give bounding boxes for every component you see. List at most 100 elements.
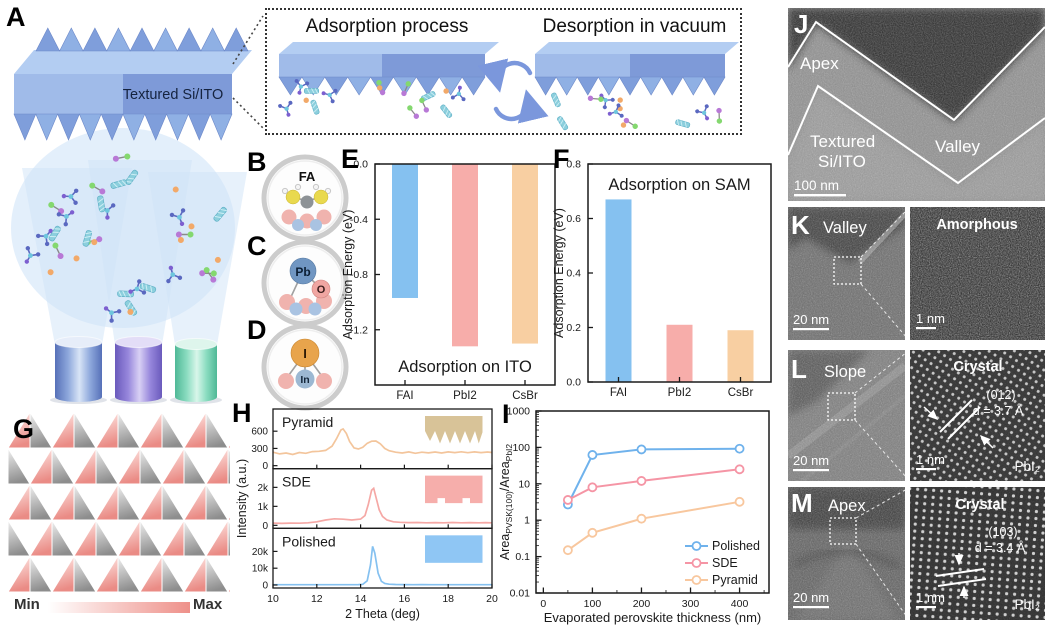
tem-k-scale-bar xyxy=(793,328,829,331)
svg-text:AreaPVSK(100)/AreaPbI2: AreaPVSK(100)/AreaPbI2 xyxy=(498,444,514,561)
svg-text:-1.2: -1.2 xyxy=(350,324,368,336)
tem-k-zoom-label: Amorphous xyxy=(936,217,1017,233)
svg-text:1: 1 xyxy=(524,515,530,527)
panel-label-m: M xyxy=(791,488,813,518)
tem-j-substrate-label-2: Si/ITO xyxy=(818,152,866,171)
svg-text:-0.4: -0.4 xyxy=(350,214,368,226)
tem-l-plane-label: (012) xyxy=(986,388,1015,402)
panel-a-illustration: Textured Si/ITO xyxy=(11,15,264,404)
svg-text:16: 16 xyxy=(399,593,411,605)
svg-text:SDE: SDE xyxy=(712,556,738,570)
tem-m-zoom-label: Crystal xyxy=(955,497,1004,513)
tem-k-zoom-scale-bar xyxy=(916,327,936,330)
chart-area-ratio: 1000 100 10 1 0.1 0.01 0 100 200 300 400 Polished SD… xyxy=(495,400,805,629)
tem-m-scale-bar xyxy=(793,606,829,609)
panel-label-f: F xyxy=(553,144,570,174)
inset-title-desorption: Desorption in vacuum xyxy=(542,16,727,37)
svg-text:Pyramid: Pyramid xyxy=(282,414,333,430)
tem-l-zoom-image: Crystal (012) d = 3.7 Å 1 nm PbI₂ xyxy=(910,350,1045,481)
panel-label-a: A xyxy=(6,2,26,32)
d-spacing-line xyxy=(947,406,981,440)
svg-text:FAI: FAI xyxy=(610,387,627,399)
svg-text:Intensity (a.u.): Intensity (a.u.) xyxy=(235,459,249,538)
svg-text:Polished: Polished xyxy=(282,533,336,549)
svg-text:18: 18 xyxy=(442,593,454,605)
svg-text:20: 20 xyxy=(486,593,498,605)
chart-adsorption-on-sam: 0.0 0.2 0.4 0.6 0.8 FAI PbI2 CsBr Adsorption Ene… xyxy=(550,145,785,408)
panel-label-j: J xyxy=(794,9,808,39)
tem-l-zoom-label: Crystal xyxy=(953,359,1002,375)
svg-text:Evaporated perovskite thicknes: Evaporated perovskite thickness (nm) xyxy=(544,610,761,625)
pb-label: Pb xyxy=(295,265,310,279)
svg-text:Adsorption Energy (eV): Adsorption Energy (eV) xyxy=(552,208,566,338)
svg-text:Polished: Polished xyxy=(712,539,760,553)
panel-label-k: K xyxy=(791,210,810,240)
evaporation-sources xyxy=(50,336,222,404)
svg-text:2 Theta (deg): 2 Theta (deg) xyxy=(345,607,420,621)
svg-text:200: 200 xyxy=(633,598,651,610)
svg-text:0.0: 0.0 xyxy=(566,377,581,389)
tem-m-scale-label: 20 nm xyxy=(793,590,829,605)
svg-text:300: 300 xyxy=(251,444,268,455)
molecule-panels: FA Pb O I In xyxy=(261,154,349,411)
d-spacing-line xyxy=(939,399,973,433)
svg-text:300: 300 xyxy=(682,598,700,610)
svg-text:0: 0 xyxy=(540,598,546,610)
colorbar-min-label: Min xyxy=(14,596,40,613)
fa-molecule-model: FA xyxy=(281,169,332,231)
svg-text:0: 0 xyxy=(262,461,268,472)
tem-l-zoom-scale-label: 1 nm xyxy=(916,452,945,467)
tem-l-dspacing-label: d = 3.7 Å xyxy=(973,403,1024,418)
adsorption-slab xyxy=(278,42,499,96)
d-spacing-line xyxy=(937,578,987,587)
tem-j-scale-label: 100 nm xyxy=(794,178,839,193)
svg-text:0.4: 0.4 xyxy=(566,268,581,280)
svg-text:600: 600 xyxy=(251,427,268,438)
tem-j-scale-bar xyxy=(794,194,846,197)
zoom-connector-bottom xyxy=(232,97,264,129)
panel-label-e: E xyxy=(341,144,360,174)
panel-label-h: H xyxy=(232,398,252,428)
panel-label-d: D xyxy=(247,315,267,345)
film-outline-upper xyxy=(788,20,1045,122)
svg-text:PbI2: PbI2 xyxy=(453,390,477,402)
svg-text:1000: 1000 xyxy=(507,406,531,418)
fa-label: FA xyxy=(299,169,316,184)
desorbed-molecules xyxy=(551,92,723,131)
tem-l-zoom-box xyxy=(827,392,856,421)
svg-text:PbI2: PbI2 xyxy=(668,387,692,399)
svg-text:20k: 20k xyxy=(252,547,269,558)
svg-text:SDE: SDE xyxy=(282,474,311,490)
tem-m-plane-label: (103) xyxy=(988,525,1017,539)
svg-text:-0.8: -0.8 xyxy=(350,269,368,281)
i-in-model: I In xyxy=(278,338,332,389)
tem-j-apex-label: Apex xyxy=(800,54,839,73)
svg-text:0: 0 xyxy=(262,521,268,532)
tem-m-region-label: Apex xyxy=(828,497,866,515)
tem-m-zoom-image: Crystal (103) d = 3.4 Å 1 nm PbI₂ xyxy=(910,487,1045,620)
pb-o-model: Pb O xyxy=(279,257,332,316)
svg-text:Adsorption on ITO: Adsorption on ITO xyxy=(398,358,532,376)
svg-text:14: 14 xyxy=(355,593,367,605)
svg-text:0: 0 xyxy=(262,581,268,592)
svg-text:Adsorption on SAM: Adsorption on SAM xyxy=(608,176,750,194)
inset-title-adsorption: Adsorption process xyxy=(305,16,469,37)
svg-text:CsBr: CsBr xyxy=(728,387,754,399)
tem-m-material-label: PbI₂ xyxy=(1014,597,1040,612)
svg-text:Adsorption Energy (eV): Adsorption Energy (eV) xyxy=(341,210,355,340)
svg-text:0.8: 0.8 xyxy=(566,159,581,171)
svg-text:10k: 10k xyxy=(252,564,269,575)
annotation-arrow xyxy=(979,434,994,449)
tem-k-zoom-scale-label: 1 nm xyxy=(916,311,945,326)
svg-text:100: 100 xyxy=(512,442,530,454)
svg-text:0.0: 0.0 xyxy=(353,159,368,171)
panel-g-texture-map xyxy=(8,412,230,592)
tem-k-region-label: Valley xyxy=(823,219,867,237)
inset-illustration xyxy=(278,42,739,131)
tem-m-dspacing-label: d = 3.4 Å xyxy=(975,540,1026,555)
panel-label-b: B xyxy=(247,147,267,177)
svg-text:0.01: 0.01 xyxy=(510,588,531,600)
colorbar xyxy=(48,602,190,613)
svg-text:Pyramid: Pyramid xyxy=(712,573,758,587)
